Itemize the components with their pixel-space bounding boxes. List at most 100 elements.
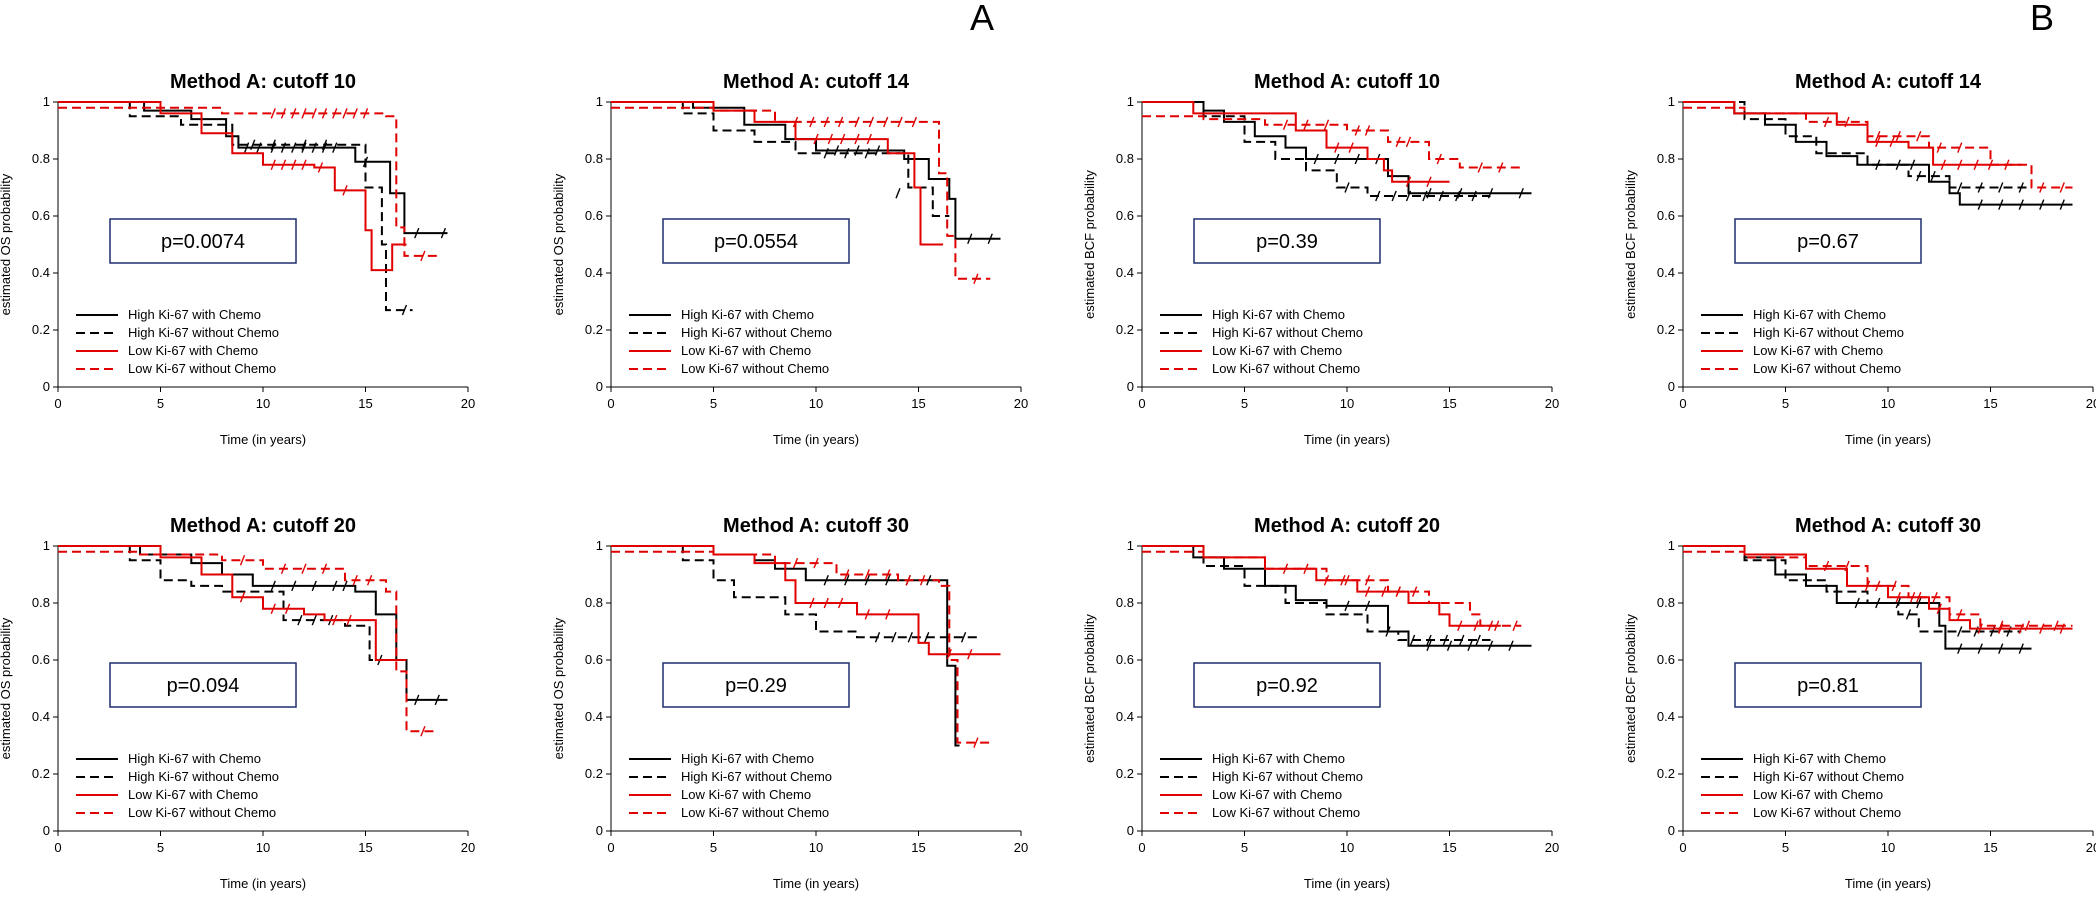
censor-mark <box>911 116 918 128</box>
censor-mark <box>895 187 901 199</box>
censor-mark <box>1426 634 1432 646</box>
chart-title: Method A: cutoff 14 <box>1795 71 1982 93</box>
x-tick-label: 0 <box>607 396 614 411</box>
y-tick-label: 0.2 <box>1657 766 1675 781</box>
y-tick-label: 1 <box>596 94 603 109</box>
censor-mark <box>332 142 338 153</box>
censor-mark <box>1957 142 1963 153</box>
y-tick-label: 0.4 <box>1116 265 1134 280</box>
legend-label: High Ki-67 with Chemo <box>681 751 814 766</box>
censor-mark <box>1854 597 1860 609</box>
series-line-4 <box>58 106 438 257</box>
censor-mark <box>840 133 846 145</box>
censor-mark <box>362 108 369 119</box>
censor-mark <box>1844 560 1850 572</box>
x-tick-label: 20 <box>2086 840 2096 855</box>
censor-mark <box>967 649 973 660</box>
censor-mark <box>1344 600 1350 612</box>
censor-mark <box>792 116 799 128</box>
censor-mark <box>864 574 870 586</box>
x-tick-label: 20 <box>461 840 475 855</box>
censor-mark <box>239 592 246 603</box>
legend-label: High Ki-67 with Chemo <box>1753 751 1886 766</box>
x-tick-label: 5 <box>157 396 164 411</box>
censor-mark <box>270 108 276 119</box>
x-tick-label: 15 <box>911 396 925 411</box>
censor-mark <box>905 574 911 586</box>
censor-mark <box>239 554 246 566</box>
legend-label: High Ki-67 with Chemo <box>1212 307 1345 322</box>
censor-mark <box>967 233 973 245</box>
x-tick-label: 0 <box>1138 396 1145 411</box>
y-tick-label: 0.6 <box>1657 208 1675 223</box>
censor-mark <box>1916 597 1922 609</box>
x-axis-label: Time (in years) <box>1304 876 1390 891</box>
y-tick-label: 0.8 <box>585 151 603 166</box>
p-value-text: p=0.094 <box>167 675 240 697</box>
censor-mark <box>352 574 358 586</box>
censor-mark <box>1998 620 2004 632</box>
censor-mark <box>1977 182 1983 193</box>
censor-mark <box>924 631 930 643</box>
censor-mark <box>1344 182 1350 193</box>
p-value-text: p=0.92 <box>1256 675 1318 697</box>
censor-mark <box>332 108 338 119</box>
censor-mark <box>1936 603 1942 614</box>
censor-mark <box>1909 592 1916 603</box>
series-line-3 <box>1142 101 1450 183</box>
y-axis-label: estimated BCF probability <box>1623 614 1638 763</box>
y-tick-label: 0.2 <box>1657 322 1675 337</box>
x-tick-label: 15 <box>911 840 925 855</box>
censor-mark <box>1508 640 1514 652</box>
censor-mark <box>1426 640 1432 652</box>
censor-mark <box>440 227 447 239</box>
legend-label: Low Ki-67 without Chemo <box>1753 361 1901 376</box>
x-tick-label: 0 <box>54 396 61 411</box>
series-line-1 <box>611 101 1001 240</box>
series-line-2 <box>611 545 980 639</box>
x-axis-label: Time (in years) <box>773 876 859 891</box>
censor-mark <box>987 233 993 245</box>
censor-mark <box>301 159 307 170</box>
censor-mark <box>1940 159 1946 170</box>
series-line-1 <box>1142 101 1532 195</box>
legend-label: Low Ki-67 with Chemo <box>681 343 811 358</box>
censor-mark <box>2018 199 2024 210</box>
x-tick-label: 20 <box>1014 396 1028 411</box>
x-tick-label: 10 <box>256 396 270 411</box>
x-tick-label: 15 <box>1442 840 1456 855</box>
series-line-4 <box>611 550 991 744</box>
censor-mark <box>1909 159 1916 170</box>
legend-label: High Ki-67 without Chemo <box>1753 325 1904 340</box>
x-tick-label: 10 <box>1881 840 1895 855</box>
censor-mark <box>342 108 348 119</box>
censor-mark <box>792 557 799 569</box>
censor-mark <box>854 116 860 128</box>
y-tick-label: 0.4 <box>585 709 603 724</box>
p-value-text: p=0.39 <box>1256 231 1318 253</box>
censor-mark <box>317 162 324 173</box>
p-value-box <box>1734 218 1922 264</box>
chart-title: Method A: cutoff 14 <box>723 71 910 93</box>
x-tick-label: 0 <box>607 840 614 855</box>
y-tick-label: 0.2 <box>585 766 603 781</box>
y-tick-label: 0.4 <box>1657 265 1675 280</box>
x-tick-label: 5 <box>1782 840 1789 855</box>
x-axis-label: Time (in years) <box>773 432 859 447</box>
censor-mark <box>1303 563 1309 575</box>
censor-mark <box>866 133 872 145</box>
censor-mark <box>332 580 338 592</box>
y-axis-label: estimated OS probability <box>551 173 566 315</box>
series-line-1 <box>58 101 448 235</box>
y-tick-label: 0 <box>1127 823 1134 838</box>
censor-mark <box>973 737 979 748</box>
series-line-3 <box>1142 545 1501 627</box>
censor-mark <box>1334 153 1340 165</box>
censor-mark <box>1364 600 1371 612</box>
y-tick-label: 0.6 <box>585 208 603 223</box>
series-line-2 <box>1142 545 1491 641</box>
censor-mark <box>1457 620 1463 632</box>
y-tick-label: 0.4 <box>32 265 50 280</box>
